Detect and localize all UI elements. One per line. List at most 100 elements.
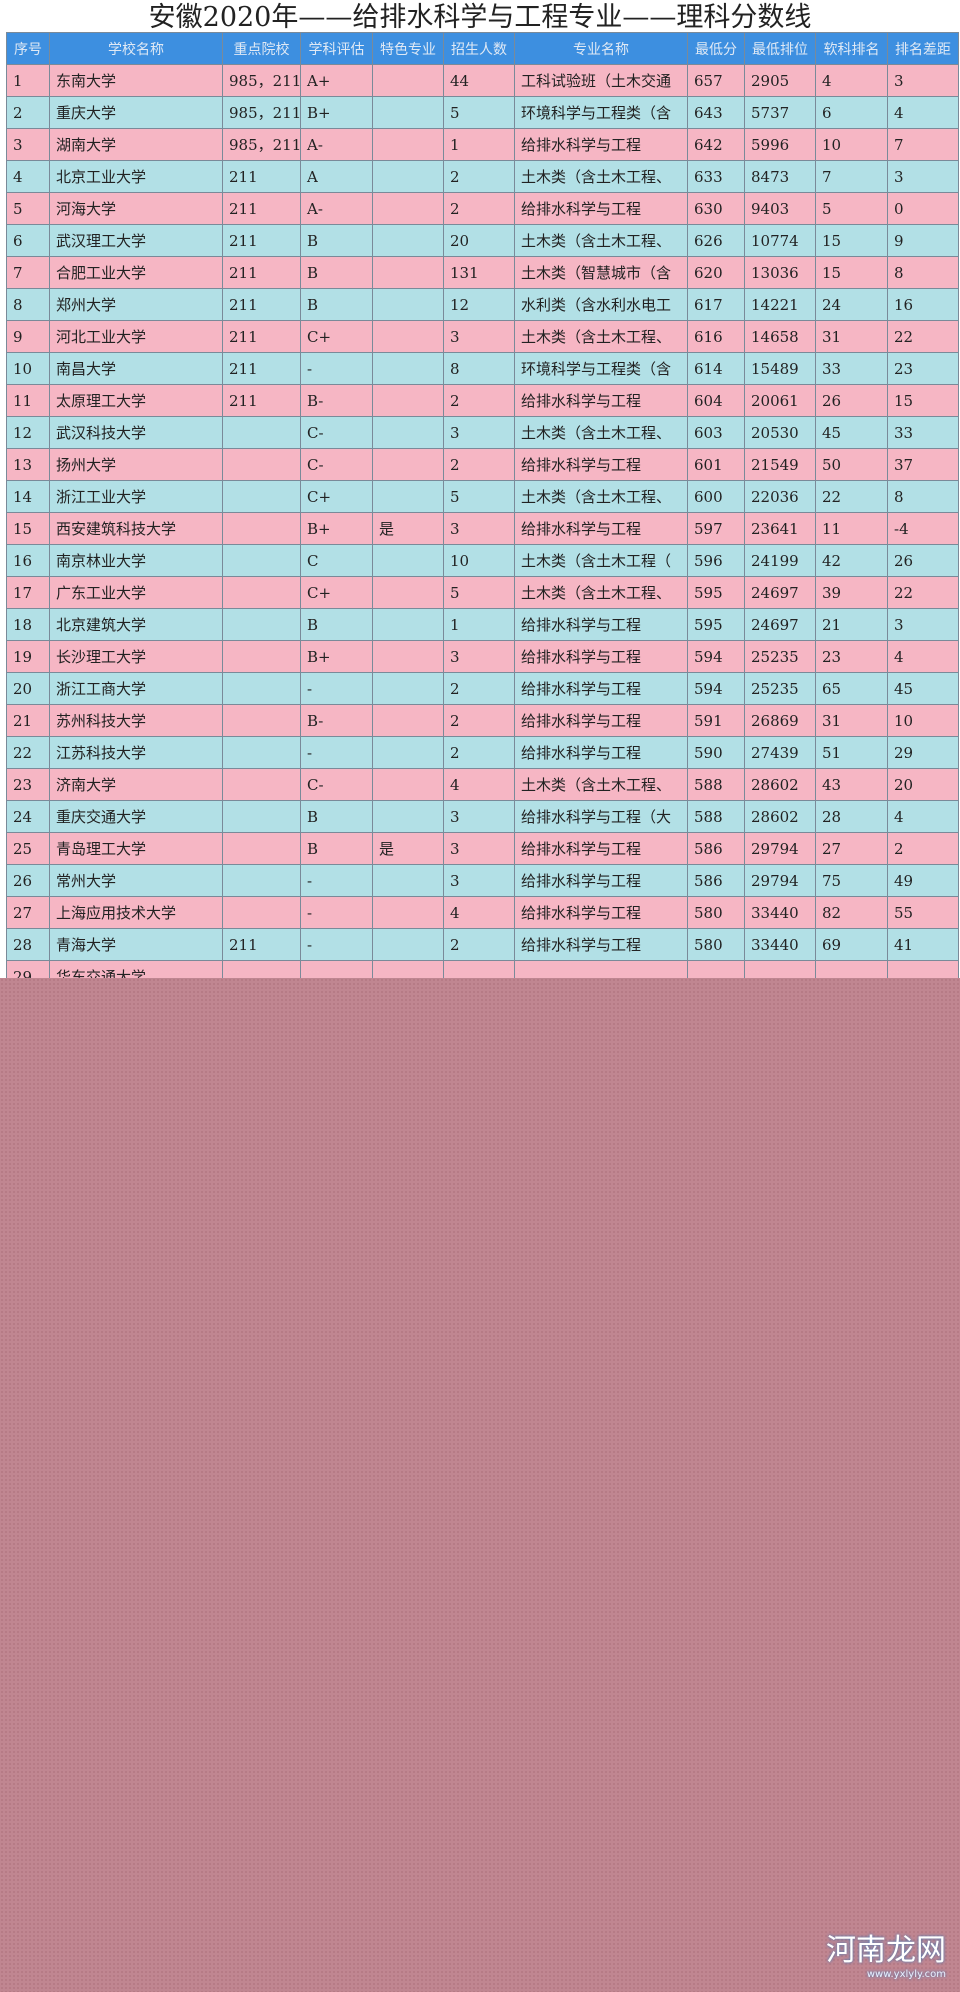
table-cell: 2905 <box>744 64 816 97</box>
table-cell: 15489 <box>744 352 816 385</box>
table-cell <box>372 416 444 449</box>
table-cell: 7 <box>6 256 50 289</box>
table-cell: 27 <box>815 832 888 865</box>
table-cell <box>372 288 444 321</box>
table-cell: 15 <box>815 256 888 289</box>
table-cell: 扬州大学 <box>49 448 223 481</box>
table-cell: 25235 <box>744 640 816 673</box>
table-cell: 重庆大学 <box>49 96 223 129</box>
table-row: 16 南京林业大学 C 10 土木类（含土木工程（ 596 24199 42 26 <box>6 544 959 577</box>
table-cell: B- <box>300 384 373 417</box>
table-cell: 给排水科学与工程 <box>514 512 688 545</box>
table-cell: 12 <box>443 288 515 321</box>
table-cell: 10774 <box>744 224 816 257</box>
table-cell: 土木类（含土木工程、 <box>514 320 688 353</box>
page-title: 安徽2020年——给排水科学与工程专业——理科分数线 <box>148 2 812 33</box>
table-cell: 626 <box>687 224 745 257</box>
table-cell <box>222 704 301 737</box>
table-row: 20 浙江工商大学 - 2 给排水科学与工程 594 25235 65 45 <box>6 672 959 705</box>
table-cell: 北京工业大学 <box>49 160 223 193</box>
table-cell: 苏州科技大学 <box>49 704 223 737</box>
table-cell: 601 <box>687 448 745 481</box>
table-cell: 土木类（智慧城市（含 <box>514 256 688 289</box>
table-cell: 23 <box>887 352 959 385</box>
table-row: 5 河海大学 211 A- 2 给排水科学与工程 630 9403 5 0 <box>6 192 959 225</box>
table-cell: 济南大学 <box>49 768 223 801</box>
table-cell: 3 <box>887 64 959 97</box>
table-cell: B <box>300 800 373 833</box>
table-cell: 南昌大学 <box>49 352 223 385</box>
table-cell: 29794 <box>744 832 816 865</box>
table-row: 10 南昌大学 211- 8 环境科学与工程类（含 614 15489 33 23 <box>6 352 959 385</box>
table-cell <box>372 448 444 481</box>
table-cell <box>222 864 301 897</box>
table-cell: B <box>300 224 373 257</box>
table-cell <box>372 96 444 129</box>
table-cell: 24199 <box>744 544 816 577</box>
table-cell: 浙江工业大学 <box>49 480 223 513</box>
table-cell: 600 <box>687 480 745 513</box>
table-cell: 给排水科学与工程 <box>514 640 688 673</box>
table-cell: 603 <box>687 416 745 449</box>
table-row: 27 上海应用技术大学 - 4 给排水科学与工程 580 33440 82 55 <box>6 896 959 929</box>
table-cell: B+ <box>300 640 373 673</box>
table-cell: 2 <box>443 928 515 961</box>
table-cell: 给排水科学与工程 <box>514 832 688 865</box>
table-cell: 8 <box>6 288 50 321</box>
table-cell: 22 <box>887 320 959 353</box>
table-cell: 26 <box>815 384 888 417</box>
table-cell: 596 <box>687 544 745 577</box>
table-cell <box>222 896 301 929</box>
table-cell <box>372 704 444 737</box>
table-cell: 642 <box>687 128 745 161</box>
table-cell: 45 <box>815 416 888 449</box>
table-cell: B <box>300 256 373 289</box>
table-cell: 6 <box>815 96 888 129</box>
table-cell: 是 <box>372 832 444 865</box>
table-cell: A- <box>300 192 373 225</box>
table-cell: 9 <box>6 320 50 353</box>
table-cell: 郑州大学 <box>49 288 223 321</box>
table-cell: 给排水科学与工程 <box>514 672 688 705</box>
table-cell: A- <box>300 128 373 161</box>
table-cell: 28 <box>6 928 50 961</box>
table-cell: 土木类（含土木工程、 <box>514 576 688 609</box>
table-cell: 985，211 <box>222 128 301 161</box>
table-cell: 10 <box>443 544 515 577</box>
table-cell: 给排水科学与工程 <box>514 736 688 769</box>
table-cell: 给排水科学与工程 <box>514 192 688 225</box>
table-cell: 江苏科技大学 <box>49 736 223 769</box>
table-cell: 29 <box>887 736 959 769</box>
table-cell: 22 <box>887 576 959 609</box>
table-cell: 5 <box>443 96 515 129</box>
table-cell: 985，211 <box>222 96 301 129</box>
column-header: 特色专业 <box>372 32 444 65</box>
table-row: 26 常州大学 - 3 给排水科学与工程 586 29794 75 49 <box>6 864 959 897</box>
table-row: 14 浙江工业大学 C+ 5 土木类（含土木工程、 600 22036 22 8 <box>6 480 959 513</box>
table-cell: 580 <box>687 928 745 961</box>
table-cell: 633 <box>687 160 745 193</box>
table-cell: 586 <box>687 864 745 897</box>
table-row: 19 长沙理工大学 B+ 3 给排水科学与工程 594 25235 23 4 <box>6 640 959 673</box>
table-cell <box>222 736 301 769</box>
table-cell <box>222 672 301 705</box>
table-cell: 20061 <box>744 384 816 417</box>
table-cell <box>372 800 444 833</box>
table-cell: B <box>300 832 373 865</box>
table-cell <box>222 576 301 609</box>
content-mask-overlay <box>0 978 960 1992</box>
table-cell <box>372 256 444 289</box>
table-cell: 588 <box>687 800 745 833</box>
table-cell: 69 <box>815 928 888 961</box>
table-row: 22 江苏科技大学 - 2 给排水科学与工程 590 27439 51 29 <box>6 736 959 769</box>
table-cell: C- <box>300 416 373 449</box>
table-cell: 211 <box>222 320 301 353</box>
table-cell <box>222 480 301 513</box>
table-cell: 26 <box>6 864 50 897</box>
table-cell <box>372 480 444 513</box>
table-cell: 5996 <box>744 128 816 161</box>
table-cell: 5 <box>443 576 515 609</box>
table-cell: 水利类（含水利水电工 <box>514 288 688 321</box>
table-cell: B- <box>300 704 373 737</box>
table-cell: 65 <box>815 672 888 705</box>
